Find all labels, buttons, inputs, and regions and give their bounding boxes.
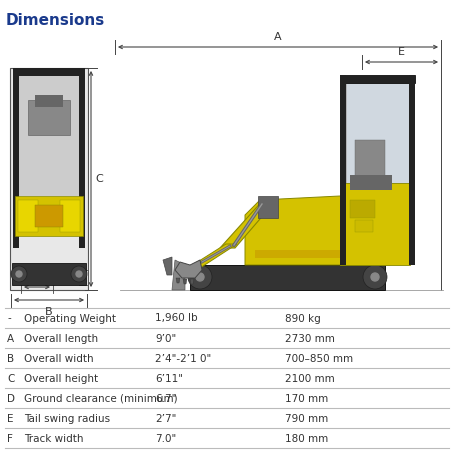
Circle shape <box>76 271 82 277</box>
Bar <box>190 265 385 290</box>
Bar <box>13 68 19 248</box>
Bar <box>346 83 409 183</box>
Text: 790 mm: 790 mm <box>285 414 328 424</box>
Bar <box>28 100 70 135</box>
Text: F: F <box>35 273 39 282</box>
Text: Operating Weight: Operating Weight <box>24 314 116 324</box>
Polygon shape <box>176 278 180 283</box>
Bar <box>10 68 88 290</box>
Text: Overall height: Overall height <box>24 374 98 384</box>
Bar <box>340 75 415 83</box>
Text: Tail swing radius: Tail swing radius <box>24 414 110 424</box>
Text: 7.0": 7.0" <box>155 434 176 444</box>
Circle shape <box>371 273 379 281</box>
Text: E: E <box>7 414 14 424</box>
Text: A: A <box>274 32 282 42</box>
Polygon shape <box>183 279 187 284</box>
Polygon shape <box>220 198 278 248</box>
Text: D: D <box>7 394 15 404</box>
Bar <box>355 140 385 185</box>
Text: A: A <box>7 334 14 344</box>
Bar <box>12 263 86 285</box>
Bar <box>258 196 278 218</box>
Text: 6’11": 6’11" <box>155 374 183 384</box>
Bar <box>340 75 346 265</box>
Text: E: E <box>398 47 405 57</box>
Polygon shape <box>255 250 380 258</box>
Text: Overall length: Overall length <box>24 334 98 344</box>
Polygon shape <box>190 279 194 284</box>
Bar <box>355 220 373 232</box>
Bar <box>79 68 85 248</box>
Text: F: F <box>7 434 13 444</box>
Text: 2’7": 2’7" <box>155 414 176 424</box>
Text: B: B <box>45 307 53 317</box>
Text: 2100 mm: 2100 mm <box>285 374 335 384</box>
Circle shape <box>11 266 27 282</box>
Text: Ground clearance (minimum): Ground clearance (minimum) <box>24 394 178 404</box>
Circle shape <box>188 265 212 289</box>
Polygon shape <box>163 257 172 275</box>
Bar <box>19 76 79 196</box>
Bar <box>340 183 410 265</box>
Bar <box>35 95 63 107</box>
Bar <box>13 68 85 76</box>
Circle shape <box>196 273 204 281</box>
Text: 2’4"-2’1 0": 2’4"-2’1 0" <box>155 354 211 364</box>
Circle shape <box>16 271 22 277</box>
Text: 6.7": 6.7" <box>155 394 176 404</box>
Text: -: - <box>7 314 11 324</box>
Text: 890 kg: 890 kg <box>285 314 321 324</box>
Text: Overall width: Overall width <box>24 354 94 364</box>
Text: 180 mm: 180 mm <box>285 434 328 444</box>
Polygon shape <box>188 244 237 268</box>
Text: C: C <box>7 374 15 384</box>
Bar <box>35 205 63 227</box>
Bar <box>60 200 80 232</box>
Text: C: C <box>95 174 103 184</box>
Text: Dimensions: Dimensions <box>6 13 105 28</box>
Text: 170 mm: 170 mm <box>285 394 328 404</box>
Bar <box>15 196 83 236</box>
Text: Track width: Track width <box>24 434 84 444</box>
Polygon shape <box>245 195 390 265</box>
Text: 9’0": 9’0" <box>155 334 176 344</box>
Polygon shape <box>175 260 202 278</box>
Text: 1,960 lb: 1,960 lb <box>155 314 197 324</box>
Polygon shape <box>172 260 185 290</box>
Text: 700–850 mm: 700–850 mm <box>285 354 353 364</box>
Text: B: B <box>7 354 14 364</box>
Bar <box>350 200 375 218</box>
Circle shape <box>71 266 87 282</box>
Bar <box>409 75 415 265</box>
Text: 2730 mm: 2730 mm <box>285 334 335 344</box>
Bar <box>18 200 38 232</box>
Text: D: D <box>71 272 78 281</box>
Bar <box>350 175 392 190</box>
Circle shape <box>363 265 387 289</box>
